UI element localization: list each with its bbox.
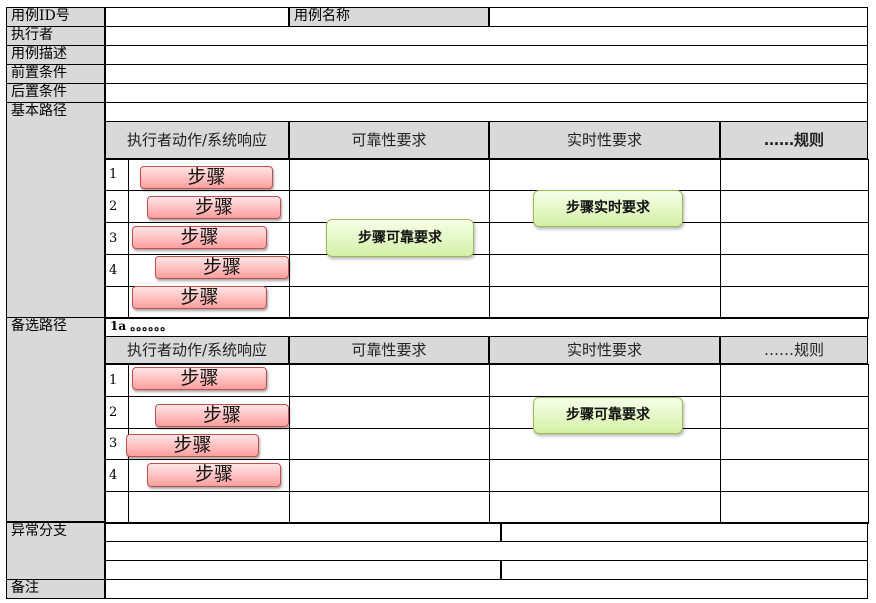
- basic-path-field[interactable]: [105, 102, 868, 122]
- header-reliability: 可靠性要求: [289, 121, 489, 159]
- description-field[interactable]: [105, 45, 868, 65]
- table-cell[interactable]: [720, 286, 869, 319]
- table-cell[interactable]: [289, 459, 490, 492]
- row-number: 4: [105, 254, 129, 287]
- table-cell[interactable]: [489, 364, 721, 397]
- label-precondition: 前置条件: [6, 64, 105, 84]
- row-number: 1: [105, 159, 129, 191]
- step-shape[interactable]: 步骤: [155, 256, 289, 279]
- exception-field[interactable]: [105, 560, 501, 580]
- label-alternate-path: 备选路径: [6, 317, 105, 522]
- table-cell[interactable]: [289, 286, 490, 319]
- header-rules: ……规则: [720, 336, 868, 364]
- step-shape[interactable]: 步骤: [147, 196, 281, 219]
- postcondition-field[interactable]: [105, 83, 868, 103]
- precondition-field[interactable]: [105, 64, 868, 84]
- exception-field[interactable]: [105, 541, 868, 561]
- step-shape[interactable]: 步骤: [132, 226, 267, 249]
- step-shape[interactable]: 步骤: [126, 434, 259, 457]
- header-realtime: 实时性要求: [489, 336, 720, 364]
- table-cell[interactable]: [289, 396, 490, 429]
- header-realtime: 实时性要求: [489, 121, 720, 159]
- exception-field[interactable]: [105, 522, 501, 542]
- table-cell[interactable]: [489, 159, 721, 191]
- label-actor: 执行者: [6, 26, 105, 46]
- table-cell[interactable]: [489, 491, 721, 524]
- step-shape[interactable]: 步骤: [132, 286, 267, 309]
- realtime-requirement-shape[interactable]: 步骤可靠要求: [533, 397, 683, 434]
- table-cell[interactable]: [489, 286, 721, 319]
- table-cell[interactable]: [489, 459, 721, 492]
- step-shape[interactable]: 步骤: [140, 166, 273, 189]
- use-case-id-field[interactable]: [105, 7, 289, 27]
- table-cell[interactable]: [128, 491, 290, 524]
- label-description: 用例描述: [6, 45, 105, 65]
- table-cell[interactable]: [720, 254, 869, 287]
- step-shape[interactable]: 步骤: [132, 367, 267, 390]
- alternate-path-start: 1a 。。。。。。: [105, 317, 868, 337]
- table-cell[interactable]: [720, 396, 869, 429]
- row-number: 2: [105, 190, 129, 223]
- reliability-requirement-shape[interactable]: 步骤可靠要求: [326, 219, 474, 257]
- label-basic-path: 基本路径: [6, 102, 105, 318]
- row-number: 1: [105, 364, 129, 397]
- table-cell[interactable]: [720, 491, 869, 524]
- header-action: 执行者动作/系统响应: [105, 336, 289, 364]
- table-cell[interactable]: [720, 222, 869, 255]
- label-postcondition: 后置条件: [6, 83, 105, 103]
- table-cell[interactable]: [289, 428, 490, 460]
- table-cell[interactable]: [289, 364, 490, 397]
- row-number: 2: [105, 396, 129, 429]
- header-action: 执行者动作/系统响应: [105, 121, 289, 159]
- row-number: 4: [105, 459, 129, 492]
- table-cell[interactable]: [289, 159, 490, 191]
- notes-field[interactable]: [105, 579, 868, 599]
- table-cell[interactable]: [720, 190, 869, 223]
- exception-field[interactable]: [501, 522, 868, 542]
- table-cell[interactable]: [720, 428, 869, 460]
- row-number: [105, 286, 129, 319]
- exception-field[interactable]: [501, 560, 868, 580]
- table-cell[interactable]: [289, 491, 490, 524]
- row-number: [105, 491, 129, 524]
- header-rules: ……规则: [720, 121, 868, 159]
- table-cell[interactable]: [720, 364, 869, 397]
- table-cell[interactable]: [720, 159, 869, 191]
- label-notes: 备注: [6, 579, 105, 599]
- header-reliability: 可靠性要求: [289, 336, 489, 364]
- table-cell[interactable]: [720, 459, 869, 492]
- table-cell[interactable]: [289, 254, 490, 287]
- step-shape[interactable]: 步骤: [147, 463, 281, 487]
- realtime-requirement-shape[interactable]: 步骤实时要求: [533, 190, 683, 227]
- label-use-case-id: 用例ID号: [6, 7, 105, 27]
- actor-field[interactable]: [105, 26, 868, 46]
- label-exception: 异常分支: [6, 522, 105, 580]
- step-shape[interactable]: 步骤: [155, 404, 289, 427]
- use-case-name-field[interactable]: [489, 7, 868, 27]
- row-number: 3: [105, 222, 129, 255]
- label-use-case-name: 用例名称: [289, 7, 489, 27]
- table-cell[interactable]: [489, 254, 721, 287]
